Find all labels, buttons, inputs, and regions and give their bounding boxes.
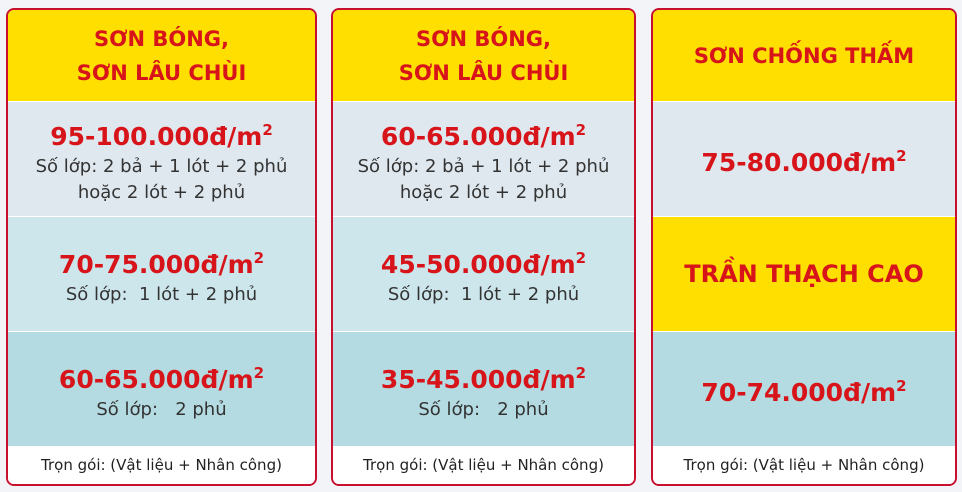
price-row: 35-45.000đ/m2 Số lớp: 2 phủ [333, 332, 634, 446]
price: 35-45.000đ/m2 [381, 356, 586, 397]
price-text: 60-65.000đ/m [58, 364, 254, 394]
price-row: 60-65.000đ/m2 Số lớp: 2 phủ [8, 332, 315, 446]
price: 95-100.000đ/m2 [50, 113, 273, 154]
price: 60-65.000đ/m2 [381, 113, 586, 154]
header-line: SƠN CHỐNG THẤM [693, 43, 915, 68]
price-row: 95-100.000đ/m2 Số lớp: 2 bả + 1 lót + 2 p… [8, 102, 315, 216]
price: 70-75.000đ/m2 [59, 241, 264, 282]
unit-exponent: 2 [575, 248, 587, 267]
unit-exponent: 2 [575, 363, 587, 382]
price-text: 60-65.000đ/m [380, 121, 576, 151]
card-header: SƠN BÓNG, SƠN LÂU CHÙI [8, 10, 315, 102]
price-card: SƠN BÓNG, SƠN LÂU CHÙI 95-100.000đ/m2 Số lớ… [6, 8, 317, 486]
price-row: 45-50.000đ/m2 Số lớp: 1 lót + 2 phủ [333, 217, 634, 331]
price-text: 70-75.000đ/m [58, 249, 254, 279]
layer-note: Số lớp: 2 bả + 1 lót + 2 phủ [35, 155, 288, 177]
price-text: 95-100.000đ/m [50, 121, 263, 151]
layer-note: Số lớp: 1 lót + 2 phủ [387, 283, 580, 305]
card-footer: Trọn gói: (Vật liệu + Nhân công) [8, 446, 315, 484]
card-footer: Trọn gói: (Vật liệu + Nhân công) [653, 446, 955, 484]
footer-text: Trọn gói: (Vật liệu + Nhân công) [683, 456, 925, 474]
unit-exponent: 2 [896, 376, 907, 395]
layer-note: Số lớp: 1 lót + 2 phủ [65, 283, 258, 305]
unit-exponent: 2 [253, 248, 265, 267]
price-card: SƠN BÓNG, SƠN LÂU CHÙI 60-65.000đ/m2 Số lớp… [331, 8, 636, 486]
price: 60-65.000đ/m2 [59, 356, 264, 397]
price-row: 60-65.000đ/m2 Số lớp: 2 bả + 1 lót + 2 ph… [333, 102, 634, 216]
layer-note: Số lớp: 2 phủ [418, 398, 549, 420]
price-row: 70-75.000đ/m2 Số lớp: 1 lót + 2 phủ [8, 217, 315, 331]
header-line: SƠN BÓNG, [93, 26, 229, 51]
price-card: SƠN CHỐNG THẤM 75-80.000đ/m2 TRẦN THẠCH CA… [651, 8, 957, 486]
layer-note: hoặc 2 lót + 2 phủ [77, 181, 246, 203]
layer-note: Số lớp: 2 bả + 1 lót + 2 phủ [357, 155, 610, 177]
price-text: 35-45.000đ/m [380, 364, 576, 394]
card-footer: Trọn gói: (Vật liệu + Nhân công) [333, 446, 634, 484]
unit-exponent: 2 [575, 120, 587, 139]
price: 70-74.000đ/m2 [701, 369, 906, 410]
price-text: 45-50.000đ/m [380, 249, 576, 279]
row-title: TRẦN THẠCH CAO [684, 260, 924, 288]
price-text: 75-80.000đ/m [701, 147, 897, 177]
price-row: TRẦN THẠCH CAO [653, 217, 955, 331]
header-line: SƠN LÂU CHÙI [76, 60, 247, 85]
footer-text: Trọn gói: (Vật liệu + Nhân công) [41, 456, 282, 474]
unit-exponent: 2 [262, 120, 273, 139]
price: 75-80.000đ/m2 [701, 139, 906, 180]
price-row: 75-80.000đ/m2 [653, 102, 955, 216]
card-header: SƠN BÓNG, SƠN LÂU CHÙI [333, 10, 634, 102]
header-line: SƠN LÂU CHÙI [398, 60, 569, 85]
price-row: 70-74.000đ/m2 [653, 332, 955, 446]
footer-text: Trọn gói: (Vật liệu + Nhân công) [363, 456, 604, 474]
price: 45-50.000đ/m2 [381, 241, 586, 282]
layer-note: hoặc 2 lót + 2 phủ [399, 181, 568, 203]
header-line: SƠN BÓNG, [415, 26, 551, 51]
layer-note: Số lớp: 2 phủ [96, 398, 227, 420]
card-header: SƠN CHỐNG THẤM [653, 10, 955, 102]
unit-exponent: 2 [896, 146, 907, 165]
unit-exponent: 2 [253, 363, 265, 382]
price-text: 70-74.000đ/m [701, 377, 897, 407]
